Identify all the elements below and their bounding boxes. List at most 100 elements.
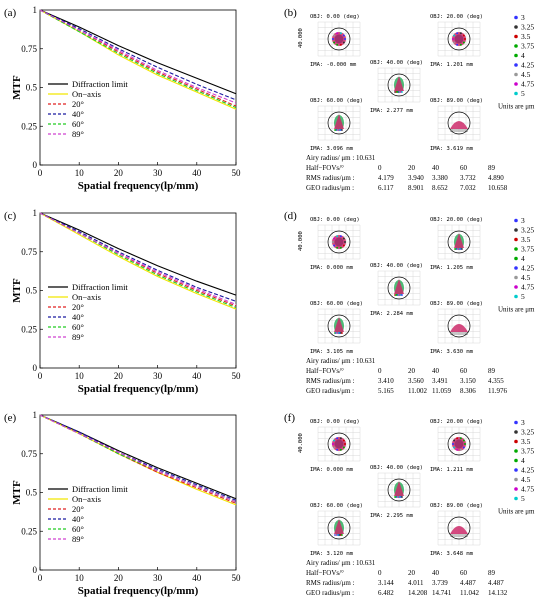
legend-value: 3.5 bbox=[521, 235, 531, 244]
series-line bbox=[39, 414, 237, 501]
y-tick-label: 0.25 bbox=[21, 121, 37, 131]
y-axis-label: MTF bbox=[11, 278, 23, 303]
table-cell: GEO radius/μm : bbox=[306, 184, 354, 192]
y-tick-label: 0.5 bbox=[26, 488, 38, 498]
spot-ray bbox=[332, 443, 334, 445]
airy-circle bbox=[387, 276, 411, 300]
field-obj-label: OBJ: 60.00 (deg) bbox=[310, 301, 363, 307]
x-tick-label: 40 bbox=[192, 168, 202, 178]
y-tick-label: 1 bbox=[33, 410, 38, 420]
table-cell: 14.208 bbox=[408, 589, 428, 597]
legend-label: Diffraction limit bbox=[72, 79, 128, 89]
spot-ray bbox=[336, 32, 339, 35]
y-tick-label: 1 bbox=[33, 208, 38, 218]
spot-field: OBJ: 60.00 (deg) IMA: 3.096 mm bbox=[310, 98, 363, 152]
airy-radius: Airy radius/ μm : 10.631 bbox=[306, 559, 376, 567]
table-cell: GEO radius/μm : bbox=[306, 387, 354, 395]
spot-cluster bbox=[450, 526, 468, 534]
legend-marker bbox=[514, 477, 518, 482]
legend-value: 3.25 bbox=[521, 23, 534, 32]
table-cell: RMS radius/μm : bbox=[306, 174, 355, 182]
spot-core bbox=[454, 34, 464, 44]
spot-ray bbox=[453, 41, 456, 44]
table-cell: RMS radius/μm : bbox=[306, 579, 355, 587]
legend-marker bbox=[514, 468, 518, 472]
legend-value: 3.75 bbox=[521, 42, 534, 51]
legend-label: 89° bbox=[72, 129, 84, 139]
table-header-cell: 40 bbox=[432, 367, 440, 375]
table-cell: GEO radius/μm : bbox=[306, 589, 354, 597]
spot-ray bbox=[336, 437, 339, 440]
legend-value: 5 bbox=[521, 89, 525, 98]
x-tick-label: 20 bbox=[114, 371, 124, 381]
spot-ray bbox=[333, 446, 336, 449]
spot-ray bbox=[459, 43, 462, 46]
legend-value: 3.5 bbox=[521, 437, 531, 446]
y-tick-label: 1 bbox=[33, 5, 38, 15]
spot-ray bbox=[342, 237, 345, 240]
spot-ray bbox=[462, 446, 465, 449]
spot-ray bbox=[342, 439, 345, 442]
legend-marker bbox=[514, 266, 518, 270]
spot-ray bbox=[339, 448, 342, 451]
spot-core bbox=[334, 114, 344, 129]
spot-ray bbox=[336, 246, 339, 249]
spot-core bbox=[334, 34, 344, 44]
spot-ray bbox=[462, 439, 465, 442]
legend-label: 40° bbox=[72, 312, 84, 322]
table-cell: 3.491 bbox=[432, 377, 448, 385]
y-tick-label: 0 bbox=[33, 565, 38, 575]
legend-label: Diffraction limit bbox=[72, 484, 128, 494]
x-tick-label: 20 bbox=[114, 168, 124, 178]
legend-marker bbox=[514, 91, 518, 96]
spot-ray bbox=[339, 246, 342, 249]
legend-marker bbox=[514, 294, 518, 299]
series-line bbox=[39, 9, 237, 109]
series-line bbox=[39, 212, 237, 305]
spot-ray bbox=[341, 129, 343, 131]
table-cell: 3.410 bbox=[378, 377, 394, 385]
panel-label: (f) bbox=[284, 412, 295, 424]
table-cell: 11.042 bbox=[460, 589, 479, 597]
legend-value: 3.25 bbox=[521, 428, 534, 437]
legend-marker bbox=[514, 53, 518, 58]
legend-value: 3.75 bbox=[521, 447, 534, 456]
legend-value: 4.5 bbox=[521, 70, 531, 79]
spot-field: OBJ: 60.00 (deg) IMA: 3.105 mm bbox=[310, 301, 363, 355]
spot-ray bbox=[401, 294, 403, 296]
legend-value: 4 bbox=[521, 254, 525, 263]
spot-core bbox=[334, 519, 344, 534]
x-tick-label: 50 bbox=[232, 168, 242, 178]
spot-field: OBJ: 0.00 (deg) IMA: -0.000 mm bbox=[310, 14, 361, 68]
y-tick-label: 0.5 bbox=[26, 83, 38, 93]
spot-ray bbox=[401, 496, 403, 498]
table-header-cell: 60 bbox=[460, 164, 468, 172]
table-cell: 14.132 bbox=[488, 589, 508, 597]
table-header-cell: 0 bbox=[378, 367, 382, 375]
field-obj-label: OBJ: 0.00 (deg) bbox=[310, 217, 360, 223]
spot-ray bbox=[332, 38, 334, 40]
field-ima-label: IMA: -0.000 mm bbox=[310, 62, 357, 68]
legend-label: 60° bbox=[72, 524, 84, 534]
airy-circle bbox=[327, 516, 351, 540]
legend-unit: Units are μm bbox=[498, 508, 535, 516]
table-cell: 3.560 bbox=[408, 377, 424, 385]
spot-ray bbox=[453, 34, 456, 37]
spot-field: OBJ: 89.00 (deg) IMA: 3.619 mm bbox=[430, 98, 483, 152]
legend-value: 3.5 bbox=[521, 32, 531, 41]
spot-ray bbox=[344, 443, 346, 445]
spot-grid bbox=[377, 67, 421, 103]
airy-circle bbox=[327, 230, 351, 254]
legend-value: 4.75 bbox=[521, 485, 534, 494]
spot-diagram-d: (d) OBJ: 0.00 (deg) IMA: 0.000 mm OBJ: 40.0… bbox=[284, 210, 535, 395]
legend-label: 89° bbox=[72, 534, 84, 544]
spot-ray bbox=[333, 439, 336, 442]
legend-marker bbox=[514, 420, 518, 425]
legend-label: 20° bbox=[72, 504, 84, 514]
field-ima-label: IMA: 2.284 mm bbox=[370, 311, 414, 317]
spot-core bbox=[334, 317, 344, 332]
series-line bbox=[39, 414, 237, 500]
series-line bbox=[39, 414, 237, 503]
spot-grid bbox=[317, 426, 361, 462]
